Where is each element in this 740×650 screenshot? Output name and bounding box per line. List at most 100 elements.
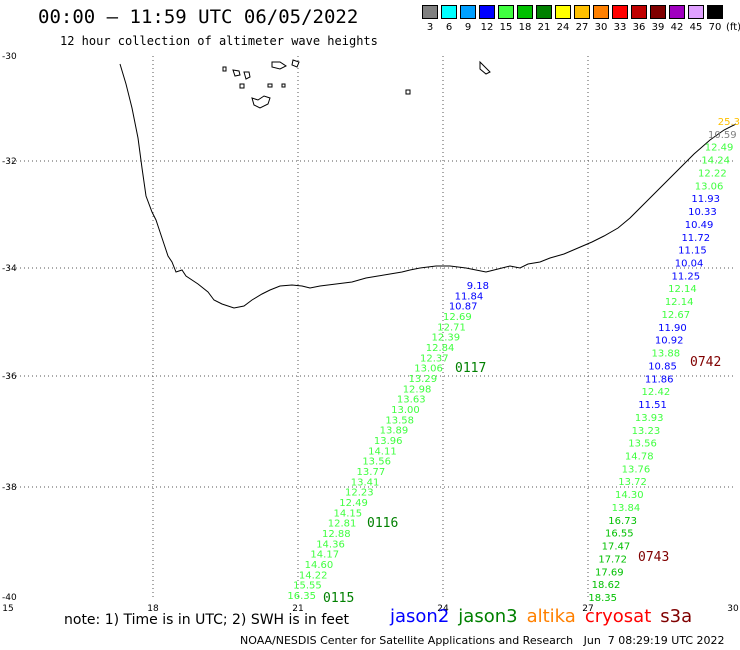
west-track-value: 13.41 [351,477,380,488]
lat-label: -34 [2,264,17,274]
east-track-value: 10.49 [685,220,714,231]
east-track-value: 16.55 [605,529,634,540]
scale-swatch [688,5,704,19]
scale-swatch [593,5,609,19]
east-track-value: 13.76 [622,464,651,475]
south-africa-coastline [119,63,737,309]
scale-swatch [555,5,571,19]
west-track-value: 12.49 [339,498,368,509]
pass-label: 0117 [455,361,486,376]
lon-label: 18 [147,604,159,614]
east-track-value: 17.69 [595,567,624,578]
west-track-value: 13.29 [408,374,437,385]
west-track-value: 12.71 [437,322,466,333]
legend-item: jason3 [458,606,518,627]
east-track-value: 10.04 [675,259,704,270]
east-track-value: 10.59 [708,130,737,141]
scale-label: 21 [537,22,551,33]
west-track-value: 13.00 [391,405,420,416]
island-1 [222,66,227,72]
east-track-value: 13.72 [618,477,647,488]
west-track-value: 12.37 [420,353,449,364]
island-4 [239,83,245,89]
scale-label: 6 [445,22,453,33]
pass-label: 0116 [367,516,398,531]
west-track-value: 9.18 [467,281,489,292]
scale-label: 36 [632,22,646,33]
west-track-value: 14.60 [305,560,334,571]
pass-label: 0115 [323,591,354,606]
east-track-value: 17.47 [602,542,631,553]
east-track-value: 11.86 [645,374,674,385]
west-track-value: 13.58 [385,415,414,426]
scale-swatch [441,5,457,19]
west-track-value: 10.87 [449,302,478,313]
scale-swatch [631,5,647,19]
west-track-value: 14.22 [299,570,328,581]
pass-label: 0742 [690,355,721,370]
lon-label: 27 [582,604,593,614]
lon-label: 24 [437,604,449,614]
east-track-value: 11.15 [678,246,707,257]
west-track-value: 12.88 [322,529,351,540]
west-track-value: 16.35 [287,591,316,602]
east-track-value: 12.14 [665,297,694,308]
west-track-value: 13.96 [374,436,403,447]
west-track-value: 12.69 [443,312,472,323]
legend-item: cryosat [584,606,652,627]
scale-label: 24 [556,22,570,33]
legend-item: s3a [660,606,693,627]
scale-label: 70 [708,22,722,33]
scale-label: 45 [689,22,703,33]
east-track-value: 13.56 [628,439,657,450]
coastline [119,59,737,309]
west-track-value: 14.17 [310,550,339,561]
scale-swatch [669,5,685,19]
island-11 [479,60,491,75]
island-10 [405,89,411,95]
island-6 [267,83,273,88]
scale-label: 39 [651,22,665,33]
east-track-value: 10.92 [655,336,684,347]
island-5 [251,95,271,109]
lat-lon-grid: 15 18 21 24 27 30 -30 -32 -34 -36 -38 -40 [2,52,739,614]
lat-label: -38 [2,483,17,493]
east-track-value: 11.93 [691,194,720,205]
island-2 [232,69,241,77]
scale-label: 42 [670,22,684,33]
east-track-value: 13.84 [612,503,641,514]
map-footer: NOAA/NESDIS Center for Satellite Applica… [240,634,725,647]
lat-label: -36 [2,372,17,382]
west-track-value: 15.55 [293,581,322,592]
west-track-value: 13.89 [380,426,409,437]
east-track-value: 11.90 [658,323,687,334]
island-9 [281,83,286,88]
west-track-value: 13.06 [414,364,443,375]
west-track-value: 12.39 [432,333,461,344]
east-track-value: 12.67 [661,310,690,321]
east-track-value: 12.22 [698,168,727,179]
lon-label: 30 [727,604,739,614]
west-track-value: 12.23 [345,488,374,499]
east-track-value: 10.85 [648,361,677,372]
scale-swatch [517,5,533,19]
island-8 [291,59,300,68]
west-track-value: 12.81 [328,519,357,530]
west-track-value: 12.98 [403,384,432,395]
island-7 [271,61,287,70]
east-track-value: 14.30 [615,490,644,501]
legend-item: jason2 [390,606,450,627]
east-track-value: 14.78 [625,451,654,462]
pass-labels: 0117 0116 0115 0742 0743 [323,355,721,606]
lat-label: -32 [2,157,17,167]
scale-label: 15 [499,22,513,33]
scale-unit: (ft) [726,22,740,33]
east-track-value: 13.06 [695,181,724,192]
scale-swatch [460,5,476,19]
west-track-value: 14.11 [368,446,397,457]
west-track-value: 13.63 [397,395,426,406]
map-title: 00:00 – 11:59 UTC 06/05/2022 [38,6,359,28]
scale-swatch [707,5,723,19]
west-track-value: 14.15 [333,508,362,519]
